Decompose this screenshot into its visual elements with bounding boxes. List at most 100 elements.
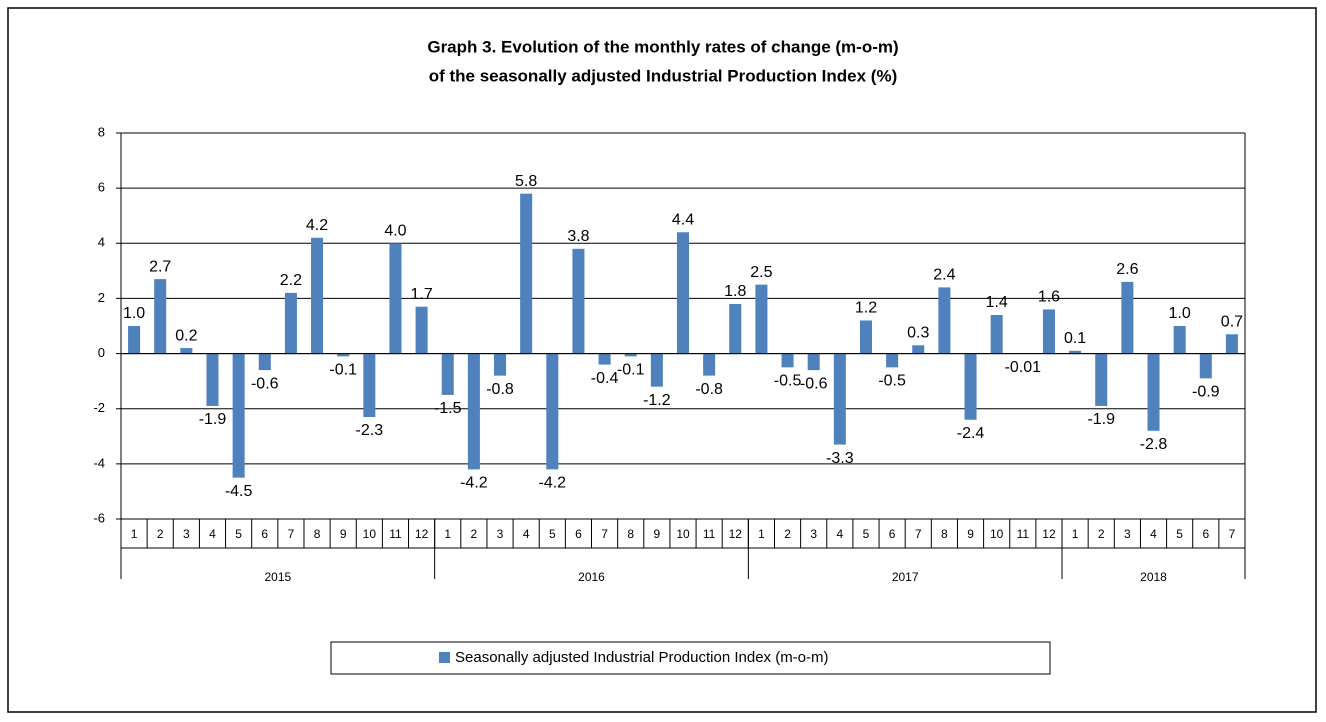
x-tick-label: 6 <box>261 527 268 541</box>
x-tick-label: 2 <box>1098 527 1105 541</box>
data-label: -4.2 <box>460 475 488 492</box>
bar <box>755 284 768 354</box>
data-label: 4.0 <box>384 223 406 240</box>
group-label: 2016 <box>578 570 605 584</box>
bar <box>912 345 925 354</box>
data-label: 1.6 <box>1038 289 1060 306</box>
bar <box>938 287 951 354</box>
x-tick-label: 8 <box>627 527 634 541</box>
data-label: 1.7 <box>410 286 432 303</box>
data-label: -0.4 <box>591 370 619 387</box>
x-tick-label: 1 <box>444 527 451 541</box>
x-tick-label: 6 <box>889 527 896 541</box>
data-label: 0.3 <box>907 325 929 342</box>
x-tick-label: 12 <box>1042 527 1056 541</box>
group-label: 2017 <box>892 570 919 584</box>
y-tick-label: 2 <box>98 290 105 305</box>
x-tick-label: 6 <box>1202 527 1209 541</box>
x-tick-label: 8 <box>314 527 321 541</box>
bar <box>180 348 193 354</box>
legend-swatch <box>439 652 450 663</box>
x-tick-label: 9 <box>340 527 347 541</box>
bar <box>1069 350 1082 354</box>
data-label: 1.8 <box>724 283 746 300</box>
data-label: 2.5 <box>750 264 772 281</box>
x-tick-label: 2 <box>784 527 791 541</box>
y-tick-label: -4 <box>93 455 105 470</box>
data-label: -3.3 <box>826 450 854 467</box>
data-label: 2.7 <box>149 258 171 275</box>
x-tick-label: 10 <box>990 527 1004 541</box>
bar <box>389 243 402 354</box>
y-tick-label: 8 <box>98 124 105 139</box>
x-tick-label: 2 <box>471 527 478 541</box>
x-tick-label: 5 <box>549 527 556 541</box>
x-tick-label: 9 <box>967 527 974 541</box>
data-label: -0.9 <box>1192 384 1220 401</box>
bar <box>650 353 663 387</box>
data-label: -4.2 <box>539 475 567 492</box>
chart-title: Graph 3. Evolution of the monthly rates … <box>427 37 898 56</box>
x-tick-label: 1 <box>131 527 138 541</box>
data-label: 0.7 <box>1221 313 1243 330</box>
x-tick-label: 5 <box>863 527 870 541</box>
data-label: -4.5 <box>225 483 253 500</box>
data-label: -0.8 <box>486 381 514 398</box>
data-label: -0.6 <box>251 375 279 392</box>
x-tick-label: 3 <box>497 527 504 541</box>
data-label: 0.1 <box>1064 330 1086 347</box>
x-tick-label: 11 <box>389 527 402 541</box>
x-tick-label: 4 <box>1150 527 1157 541</box>
bar <box>781 353 794 368</box>
data-label: -1.9 <box>1087 411 1115 428</box>
data-label: -2.8 <box>1140 436 1168 453</box>
data-label: 1.0 <box>123 305 145 322</box>
bar <box>1042 309 1055 354</box>
bar <box>1199 353 1212 379</box>
x-tick-label: 4 <box>209 527 216 541</box>
data-label: 0.2 <box>175 327 197 344</box>
data-label: -1.5 <box>434 400 462 417</box>
data-label: -1.2 <box>643 392 671 409</box>
x-tick-label: 4 <box>836 527 843 541</box>
bar <box>1147 353 1160 431</box>
bar <box>363 353 376 417</box>
x-tick-label: 11 <box>1017 527 1030 541</box>
bar <box>572 248 585 354</box>
x-tick-label: 3 <box>810 527 817 541</box>
x-tick-label: 9 <box>654 527 661 541</box>
y-tick-label: 0 <box>98 345 105 360</box>
x-tick-label: 5 <box>235 527 242 541</box>
bar <box>546 353 559 470</box>
bar <box>284 292 297 354</box>
data-label: 4.2 <box>306 217 328 234</box>
bar <box>311 237 324 354</box>
data-label: -0.1 <box>617 362 645 379</box>
x-tick-label: 7 <box>601 527 608 541</box>
data-label: -0.8 <box>695 381 723 398</box>
data-label: 1.4 <box>986 294 1008 311</box>
x-tick-label: 7 <box>915 527 922 541</box>
bar <box>886 353 899 368</box>
bar <box>729 303 742 354</box>
bar <box>467 353 480 470</box>
bar <box>206 353 219 406</box>
bar <box>1121 281 1134 354</box>
data-label: 2.6 <box>1116 261 1138 278</box>
data-label: 1.0 <box>1169 305 1191 322</box>
data-label: 3.8 <box>567 228 589 245</box>
bar <box>337 353 350 357</box>
data-label: -0.5 <box>774 373 802 390</box>
x-tick-label: 2 <box>157 527 164 541</box>
x-tick-label: 12 <box>729 527 743 541</box>
bar <box>494 353 507 376</box>
data-label: -0.1 <box>329 362 357 379</box>
bar <box>964 353 977 420</box>
x-tick-label: 7 <box>288 527 295 541</box>
data-label: -0.6 <box>800 375 828 392</box>
bar <box>807 353 820 371</box>
data-label: 5.8 <box>515 173 537 190</box>
bar <box>441 353 454 395</box>
chart-title: of the seasonally adjusted Industrial Pr… <box>429 66 898 85</box>
